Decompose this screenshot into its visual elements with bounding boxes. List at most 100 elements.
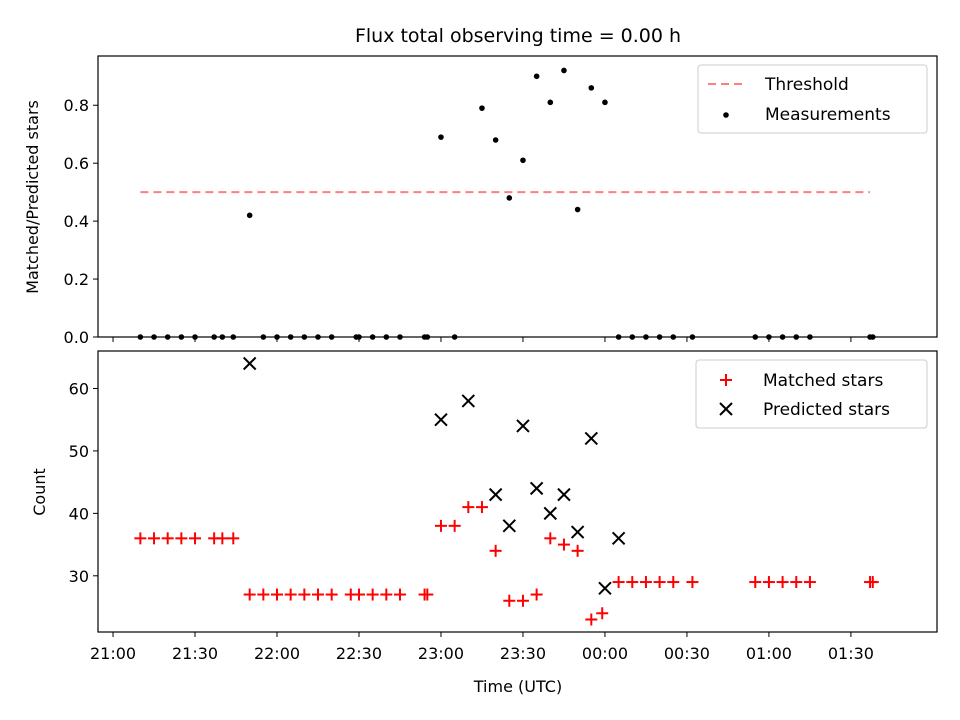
matched-star-point	[749, 576, 762, 589]
top-y-tick-label: 0.6	[64, 154, 89, 173]
matched-star-point	[776, 576, 789, 589]
bottom-x-tick-label: 21:00	[90, 644, 136, 663]
measurement-point	[397, 334, 403, 340]
measurement-point	[230, 334, 237, 340]
matched-star-point	[284, 588, 297, 601]
matched-star-point	[612, 576, 625, 589]
matched-star-point	[148, 532, 161, 545]
measurement-point	[547, 99, 554, 106]
matched-star-point	[803, 576, 816, 589]
matched-star-point	[257, 588, 270, 601]
predicted-star-point	[570, 525, 585, 539]
bottom-x-tick-label: 23:30	[500, 644, 546, 663]
measurement-point	[629, 334, 636, 340]
measurement-point	[178, 334, 185, 340]
measurement-point	[615, 334, 622, 340]
measurement-point	[211, 334, 217, 340]
top-y-tick-label: 0.8	[64, 96, 89, 115]
bottom-x-tick-label: 00:00	[582, 644, 628, 663]
predicted-star-stroke	[529, 481, 544, 496]
top-plot-frame	[97, 55, 938, 338]
predicted-star-stroke	[598, 581, 612, 595]
bottom-x-tick-label: 01:30	[828, 644, 874, 663]
top-y-tick-label: 0.4	[64, 212, 89, 231]
matched-star-point	[462, 501, 475, 514]
measurements-series	[137, 67, 876, 340]
matched-star-point	[271, 588, 284, 601]
matched-star-point	[189, 532, 202, 545]
matched-star-point	[243, 588, 256, 601]
measurement-point	[643, 334, 649, 340]
legend-measurements-swatch	[723, 112, 729, 118]
matched-star-point	[161, 532, 174, 545]
predicted-star-point	[502, 519, 517, 533]
measurement-point	[369, 334, 376, 340]
matched-star-point	[311, 588, 324, 601]
matched-stars-series	[134, 501, 879, 626]
matched-star-point	[134, 532, 147, 545]
matched-star-point	[298, 588, 311, 601]
matched-star-point	[216, 532, 229, 545]
matched-star-point	[790, 576, 803, 589]
measurement-point	[315, 334, 321, 340]
measurement-point	[219, 334, 226, 340]
measurement-point	[328, 334, 335, 340]
matched-star-point	[596, 607, 609, 620]
measurement-point	[602, 99, 608, 106]
legend-matched-swatch	[720, 374, 732, 386]
top-legend-box	[697, 64, 928, 134]
measurement-point	[479, 105, 485, 111]
measurement-point	[164, 334, 171, 340]
top-panel: 0.00.20.40.60.8 Matched/Predicted stars …	[23, 55, 938, 347]
matched-star-point	[421, 588, 434, 601]
matched-star-point	[626, 576, 639, 589]
matched-star-point	[571, 544, 584, 557]
matched-star-point	[557, 538, 570, 551]
bottom-y-tick-label: 60	[69, 379, 89, 398]
predicted-star-point	[529, 481, 544, 496]
predicted-star-stroke	[584, 431, 598, 446]
measurement-point	[192, 334, 198, 340]
bottom-y-tick-label: 50	[69, 442, 89, 461]
predicted-star-stroke	[570, 525, 585, 539]
matched-star-point	[227, 532, 240, 545]
measurement-point	[520, 157, 526, 164]
predicted-star-stroke	[611, 531, 626, 546]
legend-measurements-label: Measurements	[765, 105, 891, 125]
measurement-point	[492, 137, 499, 143]
measurement-point	[451, 334, 458, 340]
predicted-star-point	[543, 506, 558, 521]
top-y-axis: 0.0 0.2 0.4 0.6 0.8	[64, 96, 98, 347]
bottom-legend: Matched stars Predicted stars	[695, 359, 928, 429]
measurement-point	[779, 334, 786, 340]
matched-star-point	[653, 576, 666, 589]
matched-star-point	[530, 588, 543, 601]
matched-star-point	[352, 588, 365, 601]
predicted-star-stroke	[461, 394, 476, 408]
matched-star-point	[325, 588, 338, 601]
predicted-star-point	[488, 487, 503, 502]
predicted-star-stroke	[242, 356, 257, 371]
bottom-x-tick-label: 00:30	[664, 644, 710, 663]
predicted-stars-series	[242, 356, 626, 595]
predicted-star-point	[584, 431, 598, 446]
legend-threshold-label: Threshold	[764, 75, 849, 95]
measurement-point	[246, 212, 253, 219]
predicted-star-point	[598, 581, 612, 595]
measurement-point	[533, 73, 540, 80]
predicted-star-stroke	[502, 519, 517, 533]
matched-star-point	[393, 588, 406, 601]
top-y-tick-label: 0.2	[64, 270, 89, 289]
measurement-point	[274, 334, 280, 340]
measurement-point	[424, 334, 431, 340]
measurement-point	[574, 206, 581, 213]
matched-star-point	[667, 576, 680, 589]
matched-star-point	[489, 544, 502, 557]
bottom-y-axis-label: Count	[30, 468, 49, 516]
bottom-x-tick-label: 22:00	[254, 644, 300, 663]
bottom-legend-box	[695, 359, 928, 429]
x-axis-label: Time (UTC)	[473, 677, 562, 696]
measurement-point	[151, 334, 157, 340]
matched-star-point	[544, 532, 557, 545]
predicted-star-stroke	[543, 506, 558, 521]
